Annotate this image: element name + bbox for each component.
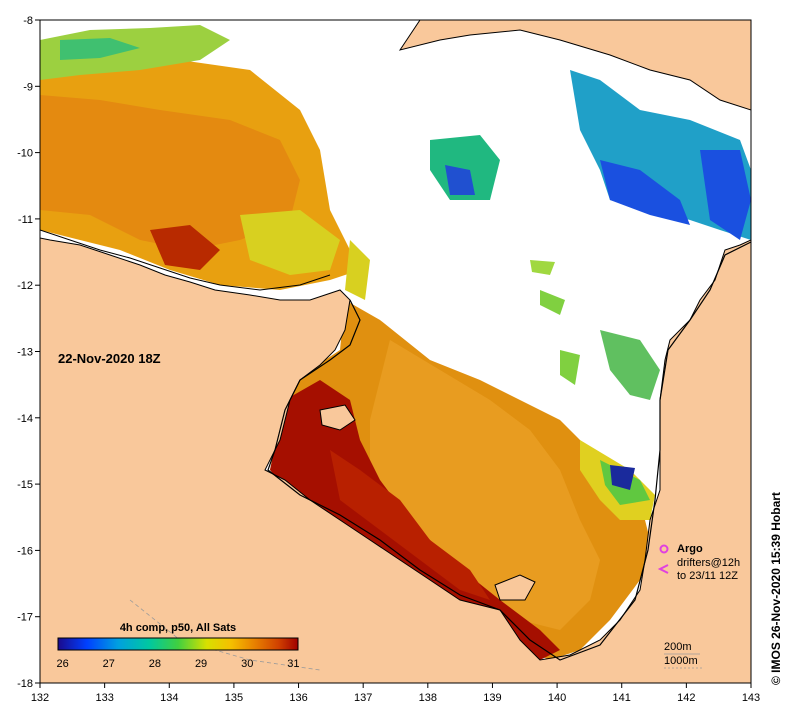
argo-label: Argo <box>677 543 703 555</box>
x-axis: 132 133 134 135 136 137 138 139 140 141 142 143 <box>31 683 760 704</box>
credit-text: © IMOS 26-Nov-2020 15:39 Hobart <box>769 492 783 685</box>
colorbar-tick-label: 28 <box>149 658 161 670</box>
x-tick-label: 134 <box>160 692 178 704</box>
coastline-gulf <box>267 241 751 661</box>
argo-icon <box>659 544 669 554</box>
colorbar-tick-label: 31 <box>287 658 299 670</box>
map-area <box>40 20 751 683</box>
y-tick-label: -16 <box>17 545 33 557</box>
x-tick-label: 135 <box>225 692 243 704</box>
x-tick-label: 143 <box>742 692 760 704</box>
x-tick-label: 140 <box>548 692 566 704</box>
y-tick-label: -15 <box>17 479 33 491</box>
contour-200-label: 200m <box>664 641 692 653</box>
legend: Argo drifters@12h to 23/11 12Z 200m 1000… <box>657 543 740 669</box>
x-tick-label: 136 <box>289 692 307 704</box>
sst-field <box>40 25 751 660</box>
y-tick-label: -18 <box>17 678 33 690</box>
x-tick-label: 132 <box>31 692 49 704</box>
land <box>40 20 751 683</box>
y-axis: -8 -9 -10 -11 -12 -13 -14 -15 -16 -17 -18 <box>17 15 40 690</box>
y-tick-label: -10 <box>17 148 33 160</box>
y-tick-label: -17 <box>17 612 33 624</box>
colorbar: 4h comp, p50, All Sats 26 27 28 29 30 31 <box>56 622 299 670</box>
contour-1000-label: 1000m <box>664 655 698 667</box>
drifters-line2: to 23/11 12Z <box>677 570 738 582</box>
x-tick-label: 142 <box>677 692 695 704</box>
date-label: 22-Nov-2020 18Z <box>58 351 161 366</box>
colorbar-ticks: 26 27 28 29 30 31 <box>56 658 299 670</box>
x-tick-label: 137 <box>354 692 372 704</box>
coastline-north <box>40 229 331 291</box>
y-tick-label: -12 <box>17 280 33 292</box>
colorbar-tick-label: 29 <box>195 658 207 670</box>
y-tick-label: -13 <box>17 347 33 359</box>
x-tick-label: 139 <box>483 692 501 704</box>
x-tick-label: 138 <box>419 692 437 704</box>
y-tick-label: -11 <box>18 214 33 226</box>
x-tick-label: 133 <box>95 692 113 704</box>
colorbar-tick-label: 26 <box>56 658 68 670</box>
colorbar-title: 4h comp, p50, All Sats <box>120 622 236 634</box>
colorbar-gradient <box>57 637 299 651</box>
drifter-arrow-icon <box>657 564 669 574</box>
colorbar-tick-label: 27 <box>103 658 115 670</box>
x-tick-label: 141 <box>613 692 631 704</box>
y-tick-label: -8 <box>23 15 33 27</box>
y-tick-label: -14 <box>17 413 33 425</box>
drifters-line1: drifters@12h <box>677 557 740 569</box>
y-tick-label: -9 <box>23 81 33 93</box>
colorbar-tick-label: 30 <box>241 658 253 670</box>
